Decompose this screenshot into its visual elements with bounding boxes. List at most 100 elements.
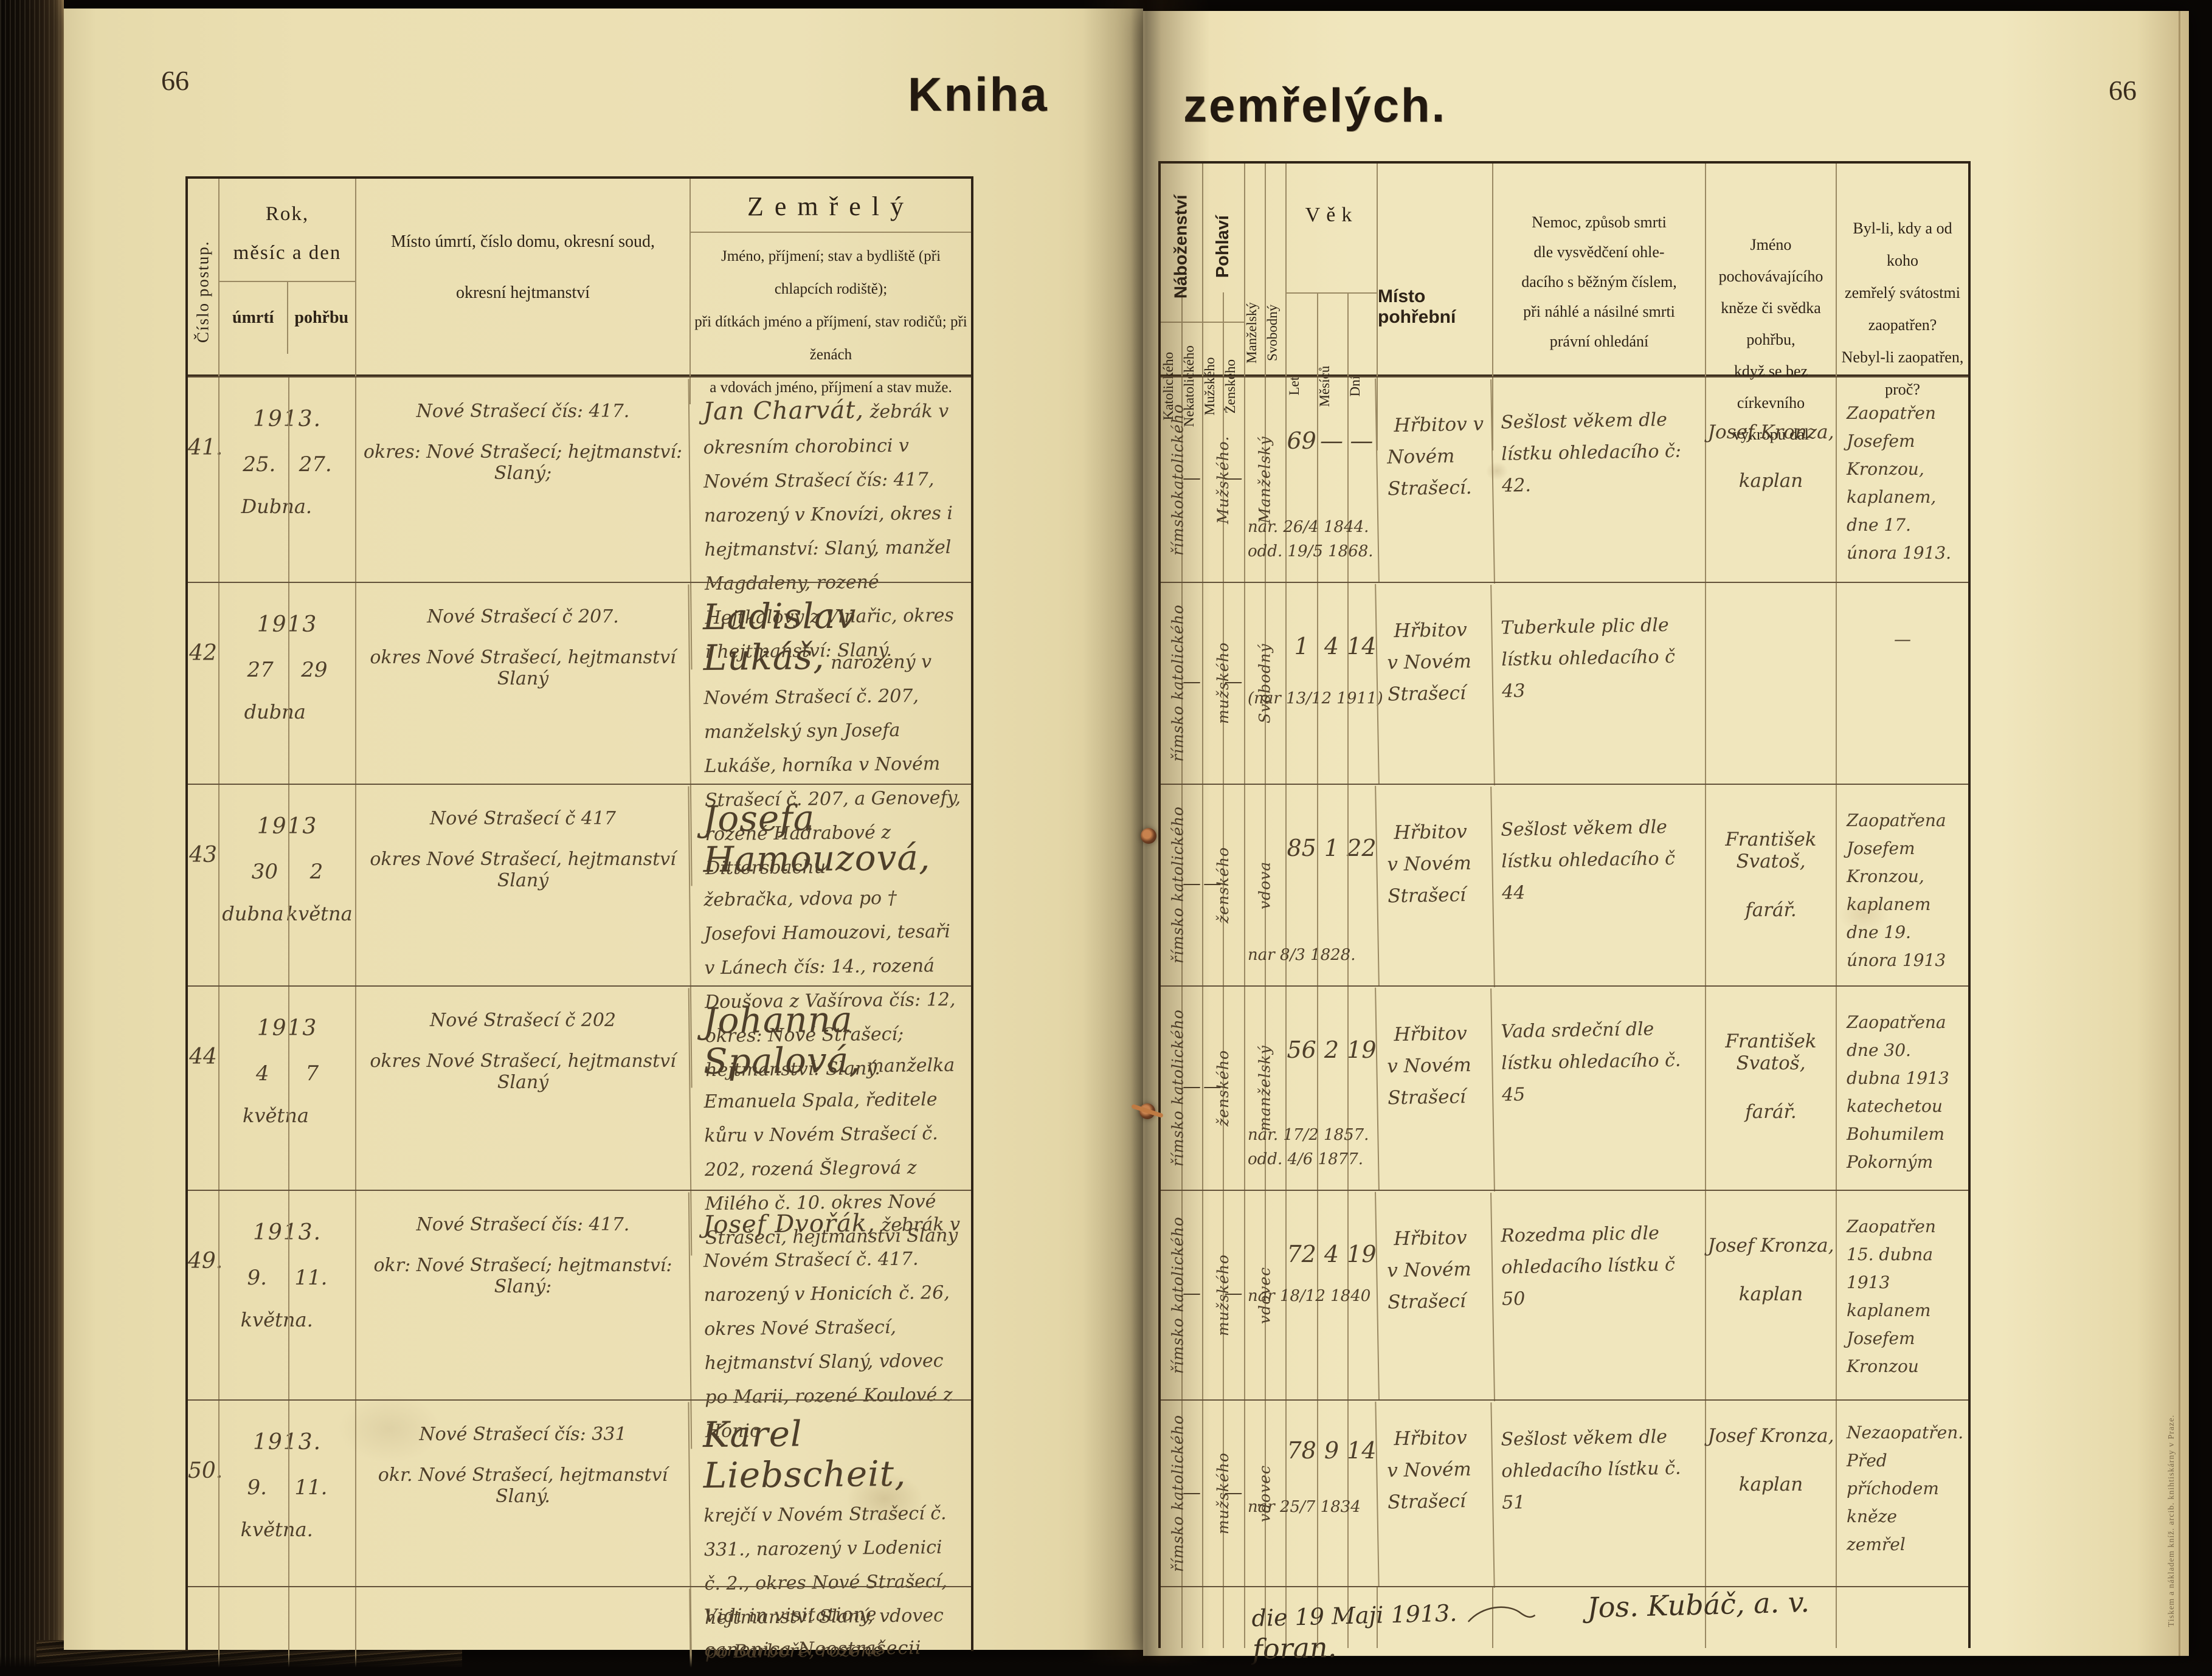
row-44-male-dash: — (1203, 1075, 1222, 1097)
binding-hole-bottom (1131, 1103, 1164, 1119)
row-43-place-2: okres Nové Strašecí, hejtmanství Slaný (370, 849, 676, 891)
row-44-name-head: Johanna Spalová, (702, 998, 862, 1083)
row-43-priest-1: František Svatoš, (1725, 829, 1817, 872)
row-42-cause-of-death: Tuberkule plic dle lístku ohledacího č 4… (1490, 581, 1707, 786)
row-41-place: Nové Strašecí čís: 417. okres: Nové Stra… (355, 378, 690, 668)
row-49-priest-2: kaplan (1738, 1283, 1803, 1305)
book-title-part-1: Kniha (908, 67, 1049, 121)
row-41-priest-1: Josef Kronza, (1707, 421, 1834, 443)
row-43-burial-2: v Novém Strašecí (1387, 852, 1472, 908)
row-44-sacraments: Zaopatřena dne 30. dubna 1913 katechetou… (1836, 987, 1968, 1190)
footer-empty-place (355, 1587, 690, 1666)
row-49-priest-1: Josef Kronza, (1707, 1235, 1834, 1257)
row-43-noncatholic-dash: — (1183, 873, 1201, 895)
row-50-age: 78 9 14 nar 25/7 1834 (1248, 1401, 1377, 1586)
row-44-burial-1: Hřbitov (1394, 1022, 1468, 1046)
header-religion-sex-status: Náboženství Katolického Nekatolického Po… (1161, 164, 1285, 450)
record-row-41-right: římskokatolického — Mužského. — Manželsk… (1161, 375, 1968, 584)
row-44-cause-of-death: Vada srdeční dle lístku ohledacího č. 45 (1490, 984, 1707, 1192)
row-44-burial-day: 7 (305, 1061, 319, 1086)
row-41-marriage-note: odd. 19/5 1868. (1248, 542, 1374, 560)
row-50-religion-sex-status: římsko katolického — mužského — vdovec (1161, 1401, 1285, 1586)
row-49-name-head: Josef Dvořák, (703, 1209, 876, 1240)
record-row-50-left: 50. 1913. 9. 11. května. Nové Strašecí čí… (188, 1399, 973, 1676)
row-50-month: května. (240, 1518, 313, 1541)
row-50-burial-day: 11. (294, 1475, 328, 1500)
row-43-name-head: Josefa Hamouzová, (702, 797, 931, 881)
record-row-43-left: 43 1913 30 2 dubna května Nové Strašecí č … (188, 783, 973, 1088)
row-41-age: 69— — nar. 26/4 1844. odd. 19/5 1868. (1248, 378, 1377, 582)
header-nemoc-5: právní ohledání (1549, 333, 1649, 350)
row-42-religion-sex-status: římsko katolického — mužského — Svobodný (1161, 583, 1285, 784)
footer-empty-1 (1161, 1587, 1285, 1648)
row-49-place-2: okr: Nové Strašecí; hejtmanství: Slaný: (373, 1255, 672, 1297)
row-43-priest-2: farář. (1745, 899, 1797, 921)
row-41-burial-day: 27. (299, 452, 332, 477)
row-44-age-years: 56 (1287, 1036, 1316, 1063)
row-42-age-days: 14 (1347, 633, 1377, 660)
header-zemrely-sub-2: při dítkách jméno a příjmení, stav rodič… (694, 314, 967, 363)
row-41-age-months: — (1319, 427, 1343, 454)
row-43-age-months: 1 (1324, 835, 1339, 861)
header-pohrbu-label: pohřbu (294, 308, 349, 327)
binding-hole-top (1141, 828, 1156, 844)
row-42-age-months: 4 (1324, 633, 1339, 660)
row-41-place-1: Nové Strašecí čís: 417. (416, 401, 630, 422)
header-zemrely: Zemřelý Jméno, příjmení; stav a bydliště… (690, 179, 971, 404)
footer-empty-6 (1836, 1587, 1968, 1648)
row-44-age: 56 2 19 nar. 17/2 1857. odd. 4/6 1877. (1248, 987, 1377, 1190)
row-41-age-days: — (1350, 427, 1374, 454)
row-44-age-days: 19 (1347, 1036, 1377, 1063)
header-nemoc-2: dle vysvědčení ohle- (1533, 243, 1665, 261)
under-page-edge (2179, 11, 2180, 1656)
header-vek-divider (1287, 292, 1377, 294)
record-row-42-right: římsko katolického — mužského — Svobodný… (1161, 581, 1968, 786)
record-row-41-left: 41. 1913. 25. 27. Dubna. Nové Strašecí čí… (188, 376, 973, 670)
footer-empty-dates (218, 1587, 355, 1666)
row-41-sacraments: Zaopatřen Josefem Kronzou, kaplanem, dne… (1836, 378, 1968, 582)
row-49-noncatholic-dash: — (1183, 1282, 1201, 1304)
record-row-50-right: římsko katolického — mužského — vdovec 7… (1161, 1398, 1968, 1588)
row-42-priest (1705, 583, 1836, 784)
row-50-age-months: 9 (1324, 1437, 1339, 1464)
row-50-cause-of-death: Sešlost věkem dle ohledacího lístku č. 5… (1490, 1398, 1707, 1588)
row-50-place-2: okr. Nové Strašecí, hejtmanství Slaný. (378, 1464, 668, 1507)
header-misto-umrti: Místo úmrtí, číslo domu, okresní soud, o… (355, 179, 690, 404)
right-page: zemřelých. 66 Tiskem a nákladem kníž. ar… (1143, 11, 2189, 1666)
header-zemrely-sub-1: Jméno, příjmení; stav a bydliště (při ch… (721, 248, 941, 297)
row-42-place-2: okres Nové Strašecí, hejtmanství Slaný (370, 647, 676, 689)
row-49-cause-of-death: Rozedma plic dle ohledacího lístku č 50 (1490, 1188, 1707, 1402)
row-41-number: 41. (188, 435, 223, 460)
left-page: 66 Kniha Číslo postup. Rok, měsíc a den … (64, 9, 1143, 1676)
row-50-priest-1: Josef Kronza, (1707, 1425, 1834, 1447)
row-43-age: 85 1 22 nar 8/3 1828. (1248, 785, 1377, 985)
row-43-dates: 1913 30 2 dubna května (218, 785, 355, 1086)
row-44-place-1: Nové Strašecí č 202 (429, 1010, 617, 1031)
row-44-burial-place: Hřbitov v Novém Strašecí (1375, 985, 1494, 1191)
row-42-death-day: 27 (247, 658, 274, 682)
row-50-age-years: 78 (1287, 1437, 1316, 1464)
row-41-name-head: Jan Charvát, (702, 396, 865, 426)
row-44-sex: ženského (1214, 1050, 1232, 1126)
row-50-death-day: 9. (247, 1475, 267, 1500)
row-50-sacraments: Nezaopatřen. Před příchodem kněze zemřel (1836, 1401, 1968, 1586)
header-vek-label: Věk (1305, 204, 1358, 226)
row-49-priest: Josef Kronza, kaplan (1705, 1191, 1836, 1399)
header-pohlavi-label: Pohlaví (1213, 215, 1232, 278)
row-43-burial-1: Hřbitov (1394, 821, 1468, 844)
book-left-edge (0, 0, 64, 1676)
row-42-burial-2: v Novém Strašecí (1387, 650, 1472, 706)
row-41-birth-note: nar. 26/4 1844. (1248, 518, 1369, 536)
row-50-place: Nové Strašecí čís: 331 okr. Nové Strašec… (355, 1401, 690, 1676)
row-42-burial-day: 29 (301, 658, 328, 682)
row-44-month: května (243, 1104, 309, 1127)
row-44-religion-sex-status: římsko katolického — — ženského manželsk… (1161, 987, 1285, 1190)
header-zemrely-title: Zemřelý (747, 191, 915, 221)
row-50-burial-place: Hřbitov v Novém Strašecí (1375, 1399, 1494, 1587)
header-zaopatren-5: proč? (1885, 381, 1920, 398)
header-misto-line-2: okresní hejtmanství (455, 283, 590, 302)
footer-empty-2 (1285, 1587, 1377, 1648)
row-43-male-dash: — (1203, 873, 1222, 895)
record-row-44-right: římsko katolického — — ženského manželsk… (1161, 984, 1968, 1192)
row-41-age-years: 69 (1287, 427, 1316, 454)
